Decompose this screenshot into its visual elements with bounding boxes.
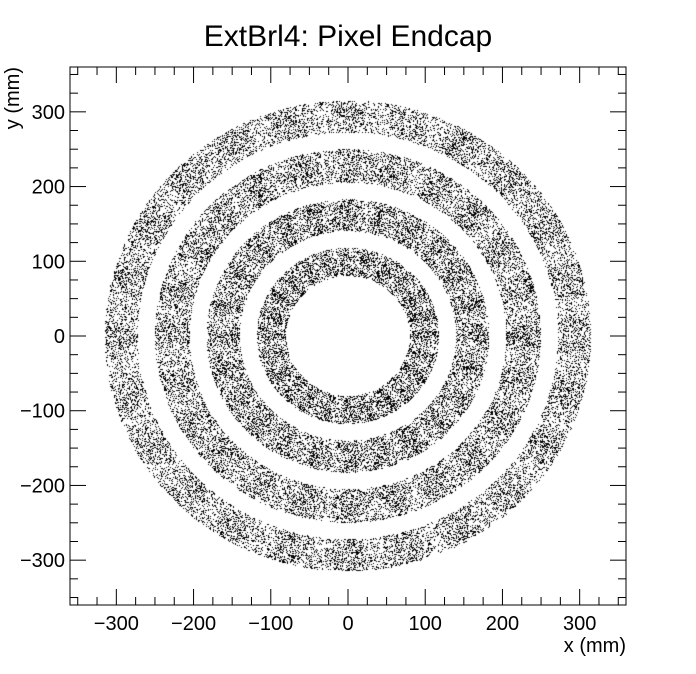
x-axis-label: x (mm) xyxy=(564,635,626,657)
x-tick-label: −200 xyxy=(171,613,216,635)
x-tick-label: 100 xyxy=(409,613,442,635)
y-axis: −300 −200 −100 0 100 200 300 xyxy=(20,73,626,599)
y-tick-label: −300 xyxy=(20,550,65,572)
x-tick-label: −100 xyxy=(248,613,293,635)
x-tick-label: 300 xyxy=(563,613,596,635)
y-tick-label: 300 xyxy=(32,102,65,124)
y-tick-label: 0 xyxy=(54,326,65,348)
x-axis: −300 −200 −100 0 100 200 300 xyxy=(77,67,619,635)
y-tick-label: 100 xyxy=(32,251,65,273)
x-tick-label: 200 xyxy=(486,613,519,635)
y-tick-label: −200 xyxy=(20,475,65,497)
y-tick-label: 200 xyxy=(32,177,65,199)
y-axis-label: y (mm) xyxy=(2,67,24,129)
y-tick-label: −100 xyxy=(20,401,65,423)
x-tick-label: 0 xyxy=(342,613,353,635)
hit-points-raster xyxy=(70,67,626,605)
x-tick-label: −300 xyxy=(94,613,139,635)
chart-title: ExtBrl4: Pixel Endcap xyxy=(204,20,492,53)
scatter-points xyxy=(70,67,626,605)
